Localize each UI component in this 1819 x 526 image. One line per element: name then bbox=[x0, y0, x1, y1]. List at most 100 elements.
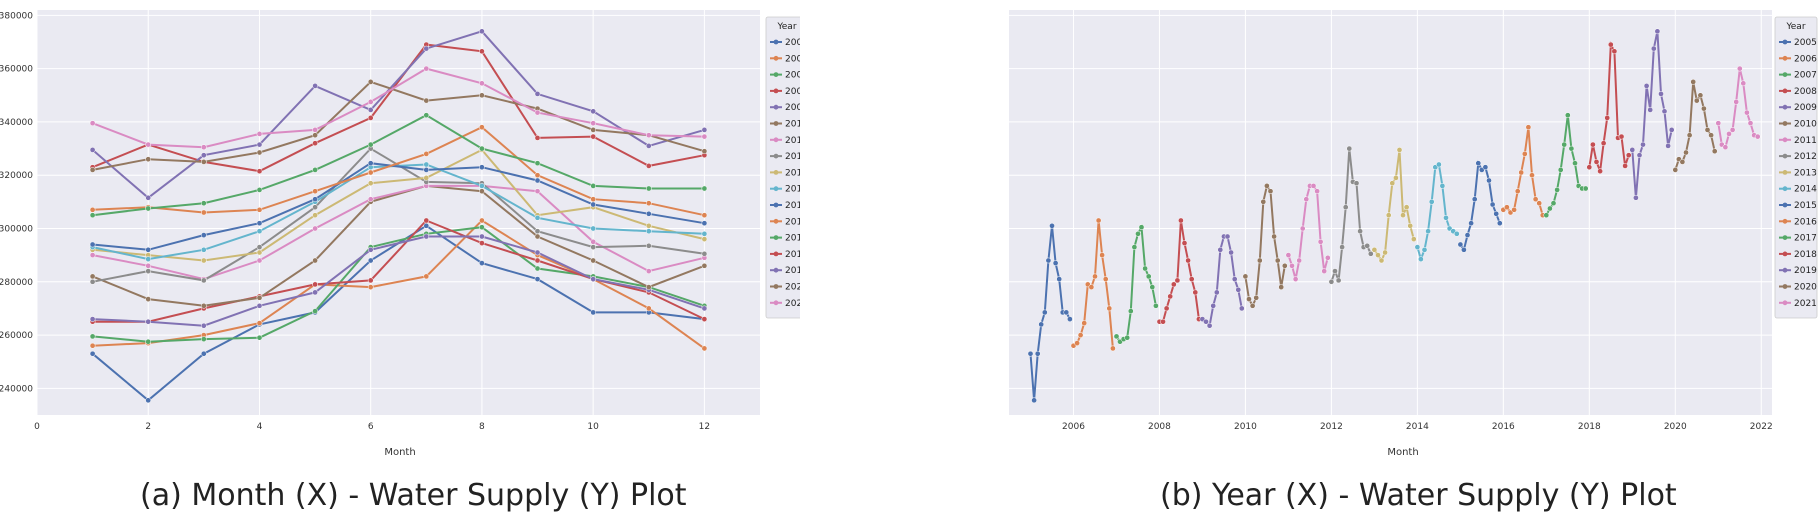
month-water-supply-chart: 0 2 4 6 8 10 12 240000 260000 280000 300000 320000… bbox=[0, 10, 800, 458]
point-2018-m5 bbox=[312, 140, 318, 147]
x-tick-label: 0 bbox=[34, 422, 40, 432]
point-2010-m1 bbox=[1242, 273, 1249, 280]
legend-marker-2018 bbox=[773, 251, 779, 257]
legend: Year 2005 2006 2007 2008 2009 2010 2011 2012 2013… bbox=[1774, 16, 1818, 319]
point-2010-m12 bbox=[1281, 262, 1288, 269]
point-2005-m8 bbox=[479, 260, 485, 266]
point-2009-m10 bbox=[1231, 276, 1238, 282]
legend-marker-2005 bbox=[1782, 39, 1788, 45]
point-2012-m8 bbox=[1353, 180, 1360, 187]
point-2012-m12 bbox=[1367, 250, 1374, 257]
point-2016-m2 bbox=[1504, 204, 1510, 211]
gridlines bbox=[36, 10, 760, 415]
point-2021-m4 bbox=[1726, 131, 1732, 137]
point-2007-m7 bbox=[1135, 230, 1141, 237]
series-line-2007 bbox=[92, 226, 705, 343]
point-2013-m6 bbox=[1389, 180, 1396, 187]
series-line-2015 bbox=[92, 162, 705, 251]
point-2019-m11 bbox=[645, 143, 652, 149]
x-tick-label: 8 bbox=[479, 422, 485, 432]
point-2013-m4 bbox=[256, 249, 263, 256]
point-2013-m10 bbox=[1403, 204, 1410, 211]
legend-marker-2011 bbox=[773, 137, 779, 143]
x-tick-label: 2012 bbox=[1320, 422, 1343, 432]
legend-label-2011: 2011 bbox=[1794, 136, 1817, 146]
point-2019-m8 bbox=[1654, 28, 1661, 35]
point-2014-m9 bbox=[1443, 214, 1449, 221]
point-2010-m4 bbox=[256, 294, 263, 301]
series-line-2009 bbox=[92, 235, 705, 327]
point-2005-m5 bbox=[1041, 309, 1048, 316]
point-2020-m9 bbox=[1701, 105, 1707, 112]
legend-label-2005: 2005 bbox=[1794, 38, 1817, 48]
point-2015-m12 bbox=[1496, 220, 1503, 227]
point-2009-m9 bbox=[1228, 249, 1234, 256]
point-2021-m7 bbox=[423, 65, 430, 72]
point-2005-m6 bbox=[1045, 257, 1052, 264]
point-2017-m6 bbox=[367, 141, 374, 148]
point-2015-m10 bbox=[590, 201, 597, 208]
point-2016-m4 bbox=[256, 206, 263, 213]
point-2021-m6 bbox=[367, 99, 374, 105]
point-2016-m7 bbox=[1521, 151, 1528, 157]
point-2017-m12 bbox=[1582, 185, 1589, 192]
point-2005-m9 bbox=[534, 276, 541, 282]
legend-marker-2010 bbox=[1782, 121, 1788, 126]
point-2019-m4 bbox=[1640, 141, 1646, 148]
point-2014-m4 bbox=[256, 228, 263, 235]
point-2015-m3 bbox=[200, 232, 207, 238]
point-2020-m2 bbox=[145, 156, 152, 163]
point-2019-m1 bbox=[1629, 147, 1636, 153]
point-2011-m9 bbox=[1314, 188, 1320, 195]
point-2009-m3 bbox=[200, 322, 207, 329]
point-2007-m3 bbox=[200, 336, 207, 342]
point-2021-m4 bbox=[256, 131, 263, 137]
point-2018-m2 bbox=[1590, 141, 1596, 148]
point-2018-m10 bbox=[1618, 133, 1625, 140]
legend-marker-2007 bbox=[1782, 72, 1788, 77]
legend-marker-2021 bbox=[773, 300, 779, 306]
point-2013-m2 bbox=[1375, 252, 1381, 258]
point-2013-m9 bbox=[1400, 212, 1406, 219]
legend-marker-2020 bbox=[773, 284, 779, 289]
point-2019-m12 bbox=[1668, 127, 1675, 133]
series-line-2018 bbox=[92, 43, 705, 173]
point-2012-m4 bbox=[256, 244, 263, 250]
point-2007-m10 bbox=[1145, 273, 1152, 280]
legend-marker-2013 bbox=[1782, 170, 1788, 175]
point-2019-m1 bbox=[89, 147, 96, 153]
point-2014-m8 bbox=[479, 183, 485, 189]
point-2006-m4 bbox=[1081, 320, 1088, 326]
point-2007-m8 bbox=[1138, 224, 1145, 231]
legend-label-2015: 2015 bbox=[785, 201, 800, 211]
point-2021-m12 bbox=[1754, 133, 1761, 140]
legend-label-2008: 2008 bbox=[1794, 87, 1817, 97]
point-2016-m9 bbox=[1529, 172, 1535, 179]
legend-marker-2012 bbox=[773, 153, 779, 159]
y-tick-label: 380000 bbox=[0, 11, 33, 21]
point-2016-m8 bbox=[1525, 124, 1532, 131]
y-tick-label: 280000 bbox=[0, 278, 33, 288]
point-2010-m2 bbox=[145, 296, 152, 302]
point-2009-m9 bbox=[534, 249, 541, 256]
point-2016-m10 bbox=[1532, 196, 1539, 203]
point-2011-m6 bbox=[367, 196, 374, 203]
point-2010-m10 bbox=[1274, 257, 1281, 264]
legend-label-2018: 2018 bbox=[1794, 250, 1817, 260]
point-2014-m9 bbox=[534, 214, 541, 221]
point-2021-m6 bbox=[1733, 99, 1740, 105]
point-2009-m4 bbox=[256, 302, 263, 309]
point-2007-m5 bbox=[312, 308, 318, 314]
point-2010-m12 bbox=[701, 262, 708, 269]
point-2005-m11 bbox=[1063, 309, 1070, 316]
point-2019-m5 bbox=[312, 83, 318, 89]
point-2005-m1 bbox=[1027, 350, 1034, 357]
legend-marker-2016 bbox=[773, 218, 779, 224]
point-2013-m3 bbox=[200, 257, 207, 264]
point-2021-m1 bbox=[1715, 120, 1722, 127]
point-2014-m11 bbox=[645, 228, 652, 235]
point-2013-m1 bbox=[1371, 246, 1378, 253]
point-2012-m10 bbox=[590, 244, 597, 250]
point-2014-m5 bbox=[1428, 198, 1435, 205]
point-2008-m5 bbox=[312, 281, 318, 288]
